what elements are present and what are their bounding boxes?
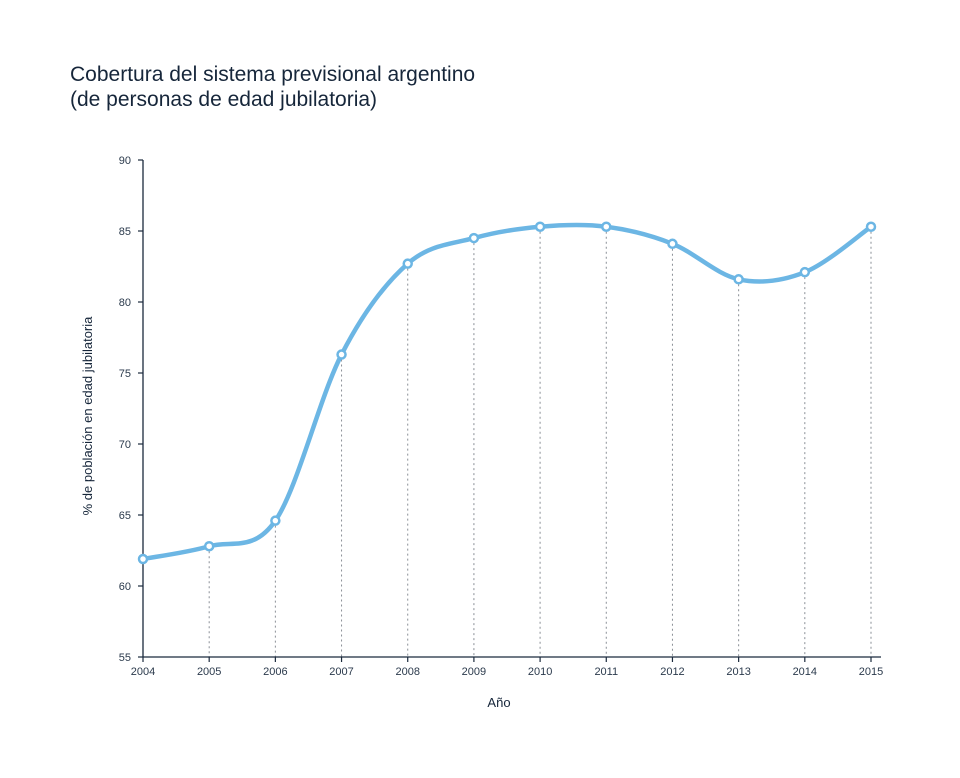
data-point-2012	[667, 238, 678, 250]
x-tick-label-2008: 2008	[395, 666, 419, 678]
axes	[138, 159, 881, 662]
data-point-2014	[799, 266, 811, 278]
x-tick-label-2015: 2015	[859, 666, 883, 678]
data-point-2005	[203, 540, 215, 552]
series-line-layer	[140, 222, 874, 562]
x-tick-label-2005: 2005	[197, 666, 221, 678]
y-tick-label-65: 65	[119, 510, 131, 522]
chart-title: Cobertura del sistema previsional argent…	[70, 62, 475, 112]
chart-title-line-2: (de personas de edad jubilatoria)	[70, 88, 378, 111]
data-points	[137, 221, 877, 565]
x-axis-title: Año	[487, 695, 510, 710]
x-tick-label-2009: 2009	[462, 666, 486, 678]
y-tick-label-75: 75	[119, 368, 131, 380]
x-tick-label-2006: 2006	[263, 666, 287, 678]
y-tick-label-85: 85	[119, 226, 131, 238]
x-tick-label-2010: 2010	[528, 666, 552, 678]
tick-labels: 55 60 65 70 75 80 85 90 2004 2005 2006 2007 2008 2009…	[119, 155, 883, 678]
y-tick-label-70: 70	[119, 439, 131, 451]
gridlines	[208, 226, 872, 657]
y-tick-label-80: 80	[119, 297, 131, 309]
data-point-2015	[865, 221, 877, 232]
y-tick-label-90: 90	[119, 155, 131, 167]
x-tick-label-2012: 2012	[660, 666, 684, 678]
y-tick-label-60: 60	[119, 581, 131, 593]
x-tick-label-2013: 2013	[726, 666, 750, 678]
data-point-2004	[137, 553, 149, 565]
chart-title-line-1: Cobertura del sistema previsional argent…	[70, 63, 476, 86]
data-point-2007	[336, 349, 347, 360]
y-tick-label-55: 55	[119, 652, 131, 664]
data-point-2008	[402, 258, 413, 269]
data-point-2010	[534, 221, 546, 232]
x-tick-label-2004: 2004	[131, 666, 155, 678]
x-tick-label-2014: 2014	[793, 666, 817, 678]
data-point-2011	[601, 221, 612, 232]
data-point-2013	[733, 274, 744, 285]
x-tick-label-2011: 2011	[594, 666, 618, 678]
x-tick-label-2007: 2007	[329, 666, 353, 678]
series-line	[140, 222, 874, 562]
data-point-2006	[270, 515, 281, 526]
y-axis-title: % de población en edad jubilatoria	[80, 316, 95, 516]
data-point-2009	[468, 232, 480, 244]
